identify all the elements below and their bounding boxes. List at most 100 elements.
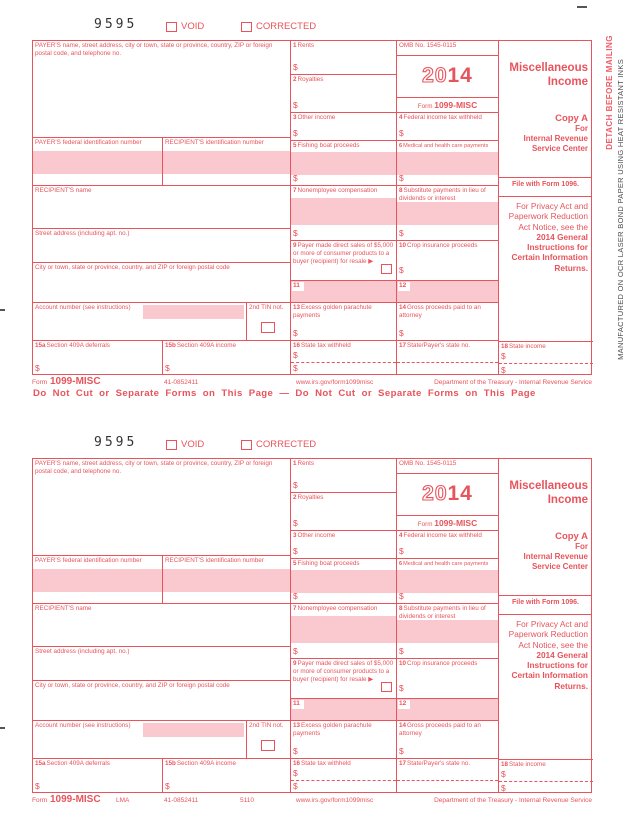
box-label: Crop insurance proceeds — [407, 242, 478, 249]
box-label: State/Payer's state no. — [407, 342, 471, 349]
box-label: Medical and health care payments — [403, 561, 489, 567]
box-number: 16 — [293, 760, 301, 767]
form-code-9595: 9595 — [94, 17, 138, 32]
dollar-sign: $ — [293, 780, 298, 791]
second-tin-checkbox[interactable] — [261, 740, 275, 751]
box-5-entry — [291, 152, 396, 175]
form-number: 1099-MISC — [434, 518, 478, 528]
box-7-nonemployee-comp: 7Nonemployee compensation $ — [290, 185, 396, 240]
state-row-divider — [499, 363, 593, 364]
box-label: Section 409A deferrals — [46, 342, 110, 349]
corrected-checkbox[interactable] — [241, 439, 252, 450]
corrected-field: CORRECTED — [241, 21, 316, 32]
box-6-entry — [397, 152, 498, 175]
second-tin-checkbox[interactable] — [261, 322, 275, 333]
recipient-name-box: RECIPIENT'S name — [32, 185, 290, 228]
dollar-sign: $ — [35, 780, 40, 791]
form-title-line1: Miscellaneous — [509, 480, 588, 492]
box-7-entry — [291, 198, 396, 225]
box-number: 17 — [399, 342, 407, 349]
dollar-sign: $ — [293, 362, 298, 373]
state-row-divider — [291, 780, 396, 781]
recipient-id-label: RECIPIENT'S identification number — [165, 139, 264, 146]
copy-a-block: Copy A For Internal Revenue Service Cent… — [524, 531, 588, 571]
box-label: Section 409A income — [176, 760, 237, 767]
box-number: 16 — [293, 342, 301, 349]
city-box: City or town, state or province, country… — [32, 262, 290, 302]
box-number: 5 — [293, 560, 297, 567]
dollar-sign: $ — [399, 264, 404, 275]
dollar-sign: $ — [399, 590, 404, 601]
dollar-sign: $ — [293, 479, 298, 490]
form-number-box: Form 1099-MISC — [396, 515, 498, 530]
year-bold: 14 — [447, 64, 473, 87]
box-17-payers-state-no: 17State/Payer's state no. — [396, 758, 498, 793]
box-label: Medical and health care payments — [403, 143, 489, 149]
void-checkbox[interactable] — [166, 21, 177, 32]
dollar-sign: $ — [293, 590, 298, 601]
box-9-checkbox[interactable] — [381, 682, 392, 692]
box-2-royalties: 2Royalties $ — [290, 492, 396, 530]
box-7-nonemployee-comp: 7Nonemployee compensation $ — [290, 603, 396, 658]
state-row-divider — [397, 780, 498, 781]
form-header: 9595 VOID CORRECTED — [32, 14, 592, 40]
box-15a-409a-deferrals: 15aSection 409A deferrals $ — [32, 340, 162, 375]
dollar-sign: $ — [293, 127, 298, 138]
privacy-bold-text: 2014 General Instructions for Certain In… — [511, 231, 588, 273]
footer-catalog-number: 41-0852411 — [164, 379, 199, 386]
file-with-1096: File with Form 1096. — [512, 181, 579, 188]
box-4-federal-tax: 4Federal income tax withheld $ — [396, 530, 498, 558]
divider-line — [499, 595, 592, 596]
box-number: 1 — [293, 42, 297, 49]
payer-federal-id-box: PAYER'S federal identification number — [32, 555, 162, 603]
box-12-blank: 12 — [396, 280, 498, 302]
payer-info-box: PAYER'S name, street address, city or to… — [32, 40, 290, 137]
ocr-paper-label: MANUFACTURED ON OCR LASER BOND PAPER USI… — [616, 59, 625, 360]
box-label: Payer made direct sales of $5,000 or mor… — [293, 660, 394, 684]
divider-line — [499, 177, 592, 178]
second-tin-label: 2nd TIN not. — [249, 304, 284, 311]
footer-catalog-number: 41-0852411 — [164, 797, 199, 804]
recipient-id-box: RECIPIENT'S identification number — [162, 555, 290, 603]
box-label: Excess golden parachute payments — [293, 722, 372, 738]
city-label: City or town, state or province, country… — [35, 264, 230, 271]
privacy-notice: For Privacy Act and Paperwork Reduction … — [501, 201, 588, 273]
payer-federal-id-box: PAYER'S federal identification number — [32, 137, 162, 185]
box-label: Fishing boat proceeds — [297, 142, 360, 149]
tax-year-box: 2014 — [396, 473, 498, 515]
footer-treasury-label: Department of the Treasury - Internal Re… — [434, 379, 592, 386]
box-9-checkbox[interactable] — [381, 264, 392, 274]
void-checkbox[interactable] — [166, 439, 177, 450]
right-instructions-column: Miscellaneous Income Copy A For Internal… — [498, 40, 593, 375]
box-label: Other income — [297, 532, 336, 539]
box-6-medical-payments: 6Medical and health care payments $ — [396, 558, 498, 603]
box-number: 9 — [293, 242, 297, 249]
box-label: Nonemployee compensation — [297, 605, 378, 612]
form-footer: Form 1099-MISC LMA 41-0852411 5110 www.i… — [32, 376, 592, 390]
dollar-sign: $ — [165, 780, 170, 791]
void-label: VOID — [181, 21, 205, 32]
dollar-sign: $ — [399, 327, 404, 338]
omb-box: OMB No. 1545-0115 — [396, 40, 498, 55]
box-9-direct-sales: 9Payer made direct sales of $5,000 or mo… — [290, 658, 396, 698]
payer-federal-id-label: PAYER'S federal identification number — [35, 557, 142, 564]
box-6-entry — [397, 570, 498, 593]
dollar-sign: $ — [293, 517, 298, 528]
city-label: City or town, state or province, country… — [35, 682, 230, 689]
omb-box: OMB No. 1545-0115 — [396, 458, 498, 473]
dollar-sign: $ — [399, 227, 404, 238]
form-code-9595: 9595 — [94, 435, 138, 450]
for-word: For — [575, 542, 588, 552]
tax-year-box: 2014 — [396, 55, 498, 97]
dollar-sign: $ — [293, 227, 298, 238]
dollar-sign: $ — [501, 783, 506, 793]
corrected-checkbox[interactable] — [241, 21, 252, 32]
box-number: 15a — [35, 760, 46, 767]
box-number: 18 — [501, 761, 509, 768]
city-box: City or town, state or province, country… — [32, 680, 290, 720]
box-3-other-income: 3Other income $ — [290, 112, 396, 140]
box-label: Other income — [297, 114, 336, 121]
box-number: 9 — [293, 660, 297, 667]
dollar-sign: $ — [293, 172, 298, 183]
dollar-sign: $ — [399, 645, 404, 656]
